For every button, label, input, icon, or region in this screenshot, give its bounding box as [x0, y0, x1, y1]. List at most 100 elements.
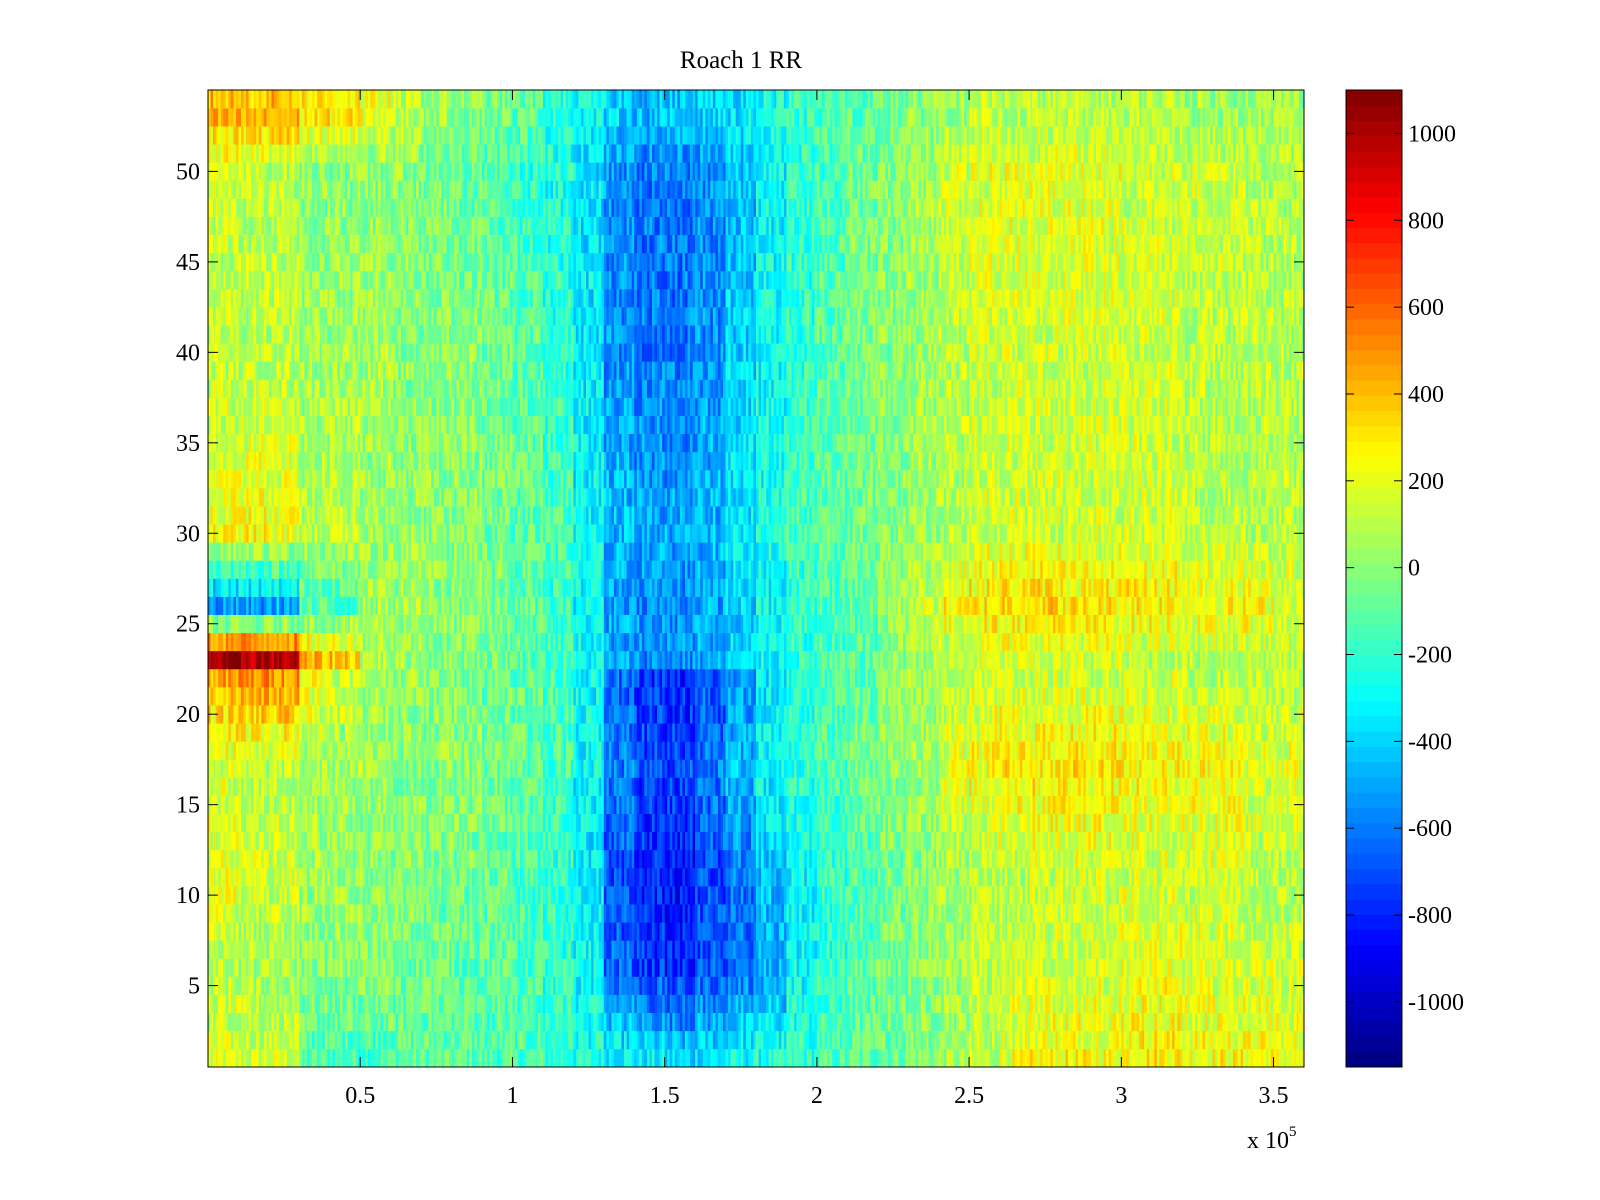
heatmap-cell: [1195, 1031, 1198, 1049]
heatmap-cell: [652, 922, 655, 940]
heatmap-cell: [1210, 940, 1213, 958]
heatmap-cell: [1093, 868, 1096, 886]
heatmap-cell: [1071, 886, 1074, 904]
heatmap-cell: [1286, 1049, 1289, 1067]
heatmap-cell: [474, 868, 477, 886]
heatmap-cell: [426, 958, 429, 976]
heatmap-cell: [954, 958, 957, 976]
heatmap-cell: [652, 995, 655, 1013]
heatmap-cell: [502, 1049, 505, 1067]
heatmap-cell: [926, 977, 929, 995]
heatmap-cell: [1093, 1031, 1096, 1049]
heatmap-cell: [837, 886, 840, 904]
heatmap-cell: [647, 850, 650, 868]
heatmap-cell: [944, 1031, 947, 1049]
heatmap-cell: [1238, 868, 1241, 886]
heatmap-cell: [977, 977, 980, 995]
heatmap-cell: [302, 995, 305, 1013]
heatmap-cell: [223, 1049, 226, 1067]
heatmap-cell: [548, 886, 551, 904]
heatmap-cell: [1233, 940, 1236, 958]
heatmap-cell: [748, 922, 751, 940]
heatmap-cell: [485, 977, 488, 995]
heatmap-cell: [583, 850, 586, 868]
heatmap-cell: [365, 977, 368, 995]
heatmap-cell: [218, 886, 221, 904]
heatmap-cell: [1142, 940, 1145, 958]
heatmap-cell: [287, 940, 290, 958]
heatmap-cell: [530, 1013, 533, 1031]
heatmap-cell: [561, 868, 564, 886]
heatmap-cell: [477, 922, 480, 940]
heatmap-cell: [446, 977, 449, 995]
heatmap-cell: [213, 1031, 216, 1049]
heatmap-cell: [391, 977, 394, 995]
heatmap-cell: [680, 1049, 683, 1067]
heatmap-cell: [830, 1049, 833, 1067]
heatmap-cell: [315, 940, 318, 958]
heatmap-cell: [713, 1013, 716, 1031]
heatmap-cell: [284, 995, 287, 1013]
heatmap-cell: [1078, 868, 1081, 886]
heatmap-cell: [256, 977, 259, 995]
heatmap-cell: [436, 977, 439, 995]
heatmap-cell: [817, 868, 820, 886]
heatmap-cell: [705, 850, 708, 868]
heatmap-cell: [655, 904, 658, 922]
heatmap-cell: [657, 1031, 660, 1049]
heatmap-cell: [337, 1013, 340, 1031]
heatmap-cell: [533, 977, 536, 995]
heatmap-cell: [1060, 977, 1063, 995]
heatmap-cell: [682, 1049, 685, 1067]
heatmap-cell: [507, 1013, 510, 1031]
heatmap-cell: [302, 977, 305, 995]
heatmap-cell: [599, 958, 602, 976]
heatmap-cell: [1284, 940, 1287, 958]
heatmap-cell: [571, 1013, 574, 1031]
heatmap-cell: [1088, 958, 1091, 976]
heatmap-cell: [1187, 1049, 1190, 1067]
heatmap-cell: [1253, 1049, 1256, 1067]
heatmap-cell: [1213, 1013, 1216, 1031]
heatmap-cell: [1030, 904, 1033, 922]
heatmap-cell: [1020, 904, 1023, 922]
heatmap-cell: [1241, 886, 1244, 904]
heatmap-cell: [1058, 868, 1061, 886]
heatmap-cell: [530, 977, 533, 995]
heatmap-cell: [1238, 904, 1241, 922]
heatmap-cell: [690, 1013, 693, 1031]
heatmap-cell: [1081, 868, 1084, 886]
heatmap-cell: [865, 1013, 868, 1031]
heatmap-cell: [1281, 1031, 1284, 1049]
heatmap-cell: [578, 850, 581, 868]
heatmap-cell: [388, 868, 391, 886]
heatmap-cell: [817, 995, 820, 1013]
heatmap-cell: [1159, 940, 1162, 958]
heatmap-cell: [720, 977, 723, 995]
heatmap-cell: [1068, 922, 1071, 940]
heatmap-cell: [462, 995, 465, 1013]
heatmap-cell: [606, 1049, 609, 1067]
heatmap-cell: [1243, 940, 1246, 958]
heatmap-cell: [525, 1013, 528, 1031]
heatmap-cell: [1073, 886, 1076, 904]
heatmap-cell: [576, 1013, 579, 1031]
heatmap-cell: [956, 940, 959, 958]
heatmap-cell: [822, 995, 825, 1013]
heatmap-cell: [299, 977, 302, 995]
heatmap-cell: [538, 995, 541, 1013]
heatmap-cell: [244, 886, 247, 904]
heatmap-cell: [713, 977, 716, 995]
heatmap-cell: [1022, 1013, 1025, 1031]
heatmap-cell: [363, 904, 366, 922]
heatmap-cell: [682, 850, 685, 868]
heatmap-cell: [1192, 1013, 1195, 1031]
heatmap-cell: [1164, 886, 1167, 904]
heatmap-cell: [637, 958, 640, 976]
heatmap-cell: [997, 977, 1000, 995]
heatmap-cell: [614, 940, 617, 958]
heatmap-cell: [571, 904, 574, 922]
heatmap-cell: [713, 958, 716, 976]
heatmap-cell: [299, 1031, 302, 1049]
heatmap-cell: [1096, 1049, 1099, 1067]
